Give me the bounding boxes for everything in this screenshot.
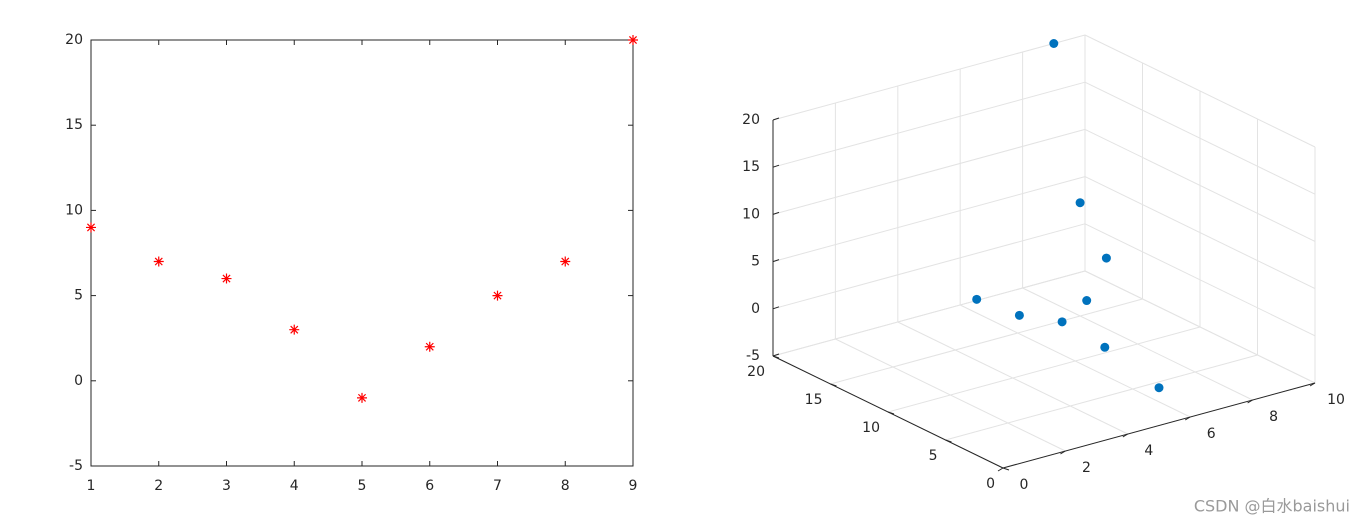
y-tick-label: 0 xyxy=(986,476,995,492)
data-point xyxy=(1057,317,1067,327)
z-tick xyxy=(772,353,780,357)
grid-line xyxy=(772,128,1086,215)
x-tick-label: 5 xyxy=(358,478,367,494)
watermark: CSDN @白水baishui xyxy=(1194,497,1350,516)
data-point xyxy=(1100,342,1110,352)
x-tick xyxy=(997,467,1004,472)
z-tick-label: 20 xyxy=(742,112,760,128)
data-point xyxy=(153,256,164,267)
z-tick-label: 0 xyxy=(751,301,760,317)
x-tick-label: 3 xyxy=(222,478,231,494)
data-point xyxy=(357,392,367,403)
y-tick-label: 20 xyxy=(65,32,83,48)
z-tick xyxy=(772,259,780,263)
z-tick xyxy=(772,117,780,121)
data-point xyxy=(289,324,300,335)
x-tick xyxy=(1309,382,1316,387)
grid-line xyxy=(772,270,1086,357)
grid-line xyxy=(1084,34,1316,148)
data-point xyxy=(1082,296,1092,306)
x-tick-label: 2 xyxy=(154,478,163,494)
data-point xyxy=(86,222,96,233)
y-tick-label: 0 xyxy=(74,373,83,389)
grid-line xyxy=(1084,81,1316,195)
z-tick-label: 5 xyxy=(751,254,760,270)
z-tick xyxy=(772,306,780,310)
grid-line xyxy=(1084,176,1316,290)
grid-line xyxy=(1084,270,1316,384)
y-tick-label: 15 xyxy=(805,392,823,408)
z-tick-label: 15 xyxy=(742,159,760,175)
x-tick-label: 10 xyxy=(1327,392,1345,408)
x-tick xyxy=(1247,399,1253,404)
z-tick-label: -5 xyxy=(746,348,760,364)
x-tick-label: 4 xyxy=(290,478,299,494)
y-tick xyxy=(830,383,837,387)
x-axis xyxy=(1002,382,1316,469)
x-tick-label: 6 xyxy=(1207,426,1216,442)
x-tick-label: 4 xyxy=(1144,443,1153,459)
data-point xyxy=(628,35,638,45)
z-tick xyxy=(772,211,780,215)
x-tick-label: 9 xyxy=(629,478,638,494)
x-tick-label: 8 xyxy=(561,478,570,494)
data-point xyxy=(492,290,503,301)
data-point xyxy=(221,273,232,284)
y-tick-label: 5 xyxy=(929,448,938,464)
data-point xyxy=(972,294,982,304)
grid-line xyxy=(1084,223,1316,337)
x-tick xyxy=(1122,433,1129,438)
z-tick-label: 10 xyxy=(742,206,760,222)
x-tick-label: 6 xyxy=(425,478,434,494)
grid-line xyxy=(887,326,1201,413)
x-tick-label: 2 xyxy=(1082,460,1091,476)
x-tick xyxy=(1060,450,1066,455)
y-tick-label: -5 xyxy=(69,458,83,474)
y-tick xyxy=(887,411,895,415)
y-tick xyxy=(945,439,952,443)
x-tick-label: 7 xyxy=(493,478,502,494)
data-point xyxy=(424,341,435,352)
y-tick-label: 10 xyxy=(862,420,880,436)
y-tick xyxy=(772,355,780,359)
y-tick xyxy=(1002,467,1010,471)
grid-line xyxy=(772,176,1086,263)
data-point xyxy=(560,256,571,267)
grid-line xyxy=(772,81,1086,168)
y-tick-label: 15 xyxy=(65,117,83,133)
data-point xyxy=(1049,39,1059,48)
y-tick-label: 5 xyxy=(74,288,83,304)
x-tick-label: 1 xyxy=(87,478,96,494)
data-point xyxy=(1154,383,1164,393)
y-tick-label: 10 xyxy=(65,202,83,218)
x-tick xyxy=(1184,416,1191,421)
x-tick-label: 8 xyxy=(1269,409,1278,425)
data-point xyxy=(1014,310,1024,320)
grid-line xyxy=(772,223,1086,310)
grid-line xyxy=(772,34,1086,121)
y-tick-label: 20 xyxy=(747,364,765,380)
grid-line xyxy=(830,298,1143,385)
grid-line xyxy=(945,354,1258,441)
grid-line xyxy=(1084,128,1316,242)
data-point xyxy=(1101,253,1111,263)
z-tick xyxy=(772,164,780,168)
data-point xyxy=(1075,198,1085,208)
x-tick-label: 0 xyxy=(1020,477,1029,493)
